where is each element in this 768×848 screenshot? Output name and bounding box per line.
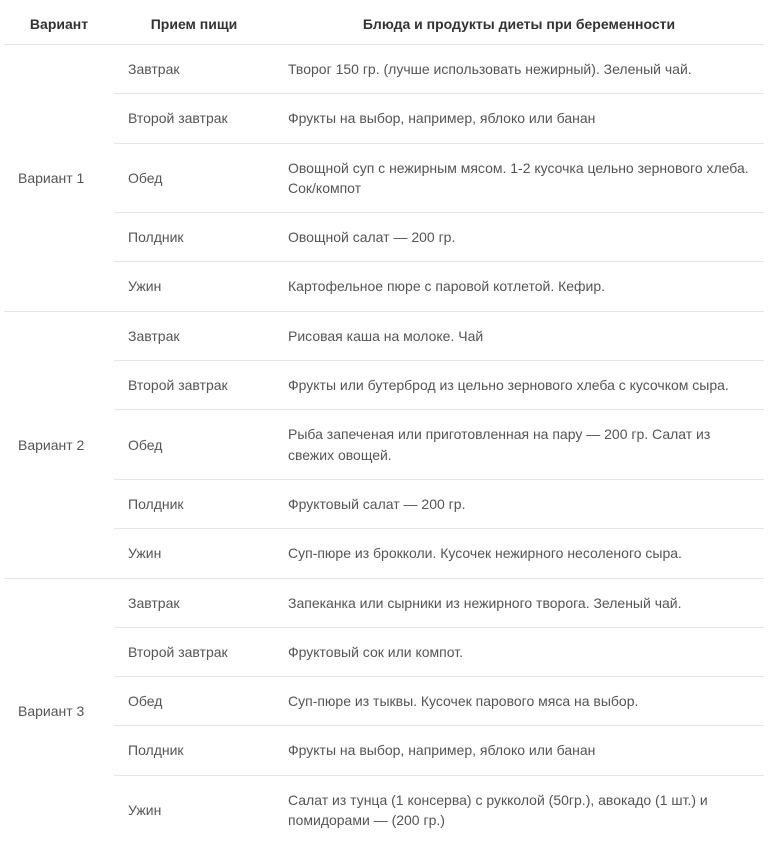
table-row: Вариант 2 Завтрак Рисовая каша на молоке… — [4, 311, 764, 360]
meal-cell: Обед — [114, 410, 274, 480]
food-cell: Запеканка или сырники из нежирного творо… — [274, 578, 764, 627]
meal-cell: Второй завтрак — [114, 361, 274, 410]
table-row: Вариант 3 Завтрак Запеканка или сырники … — [4, 578, 764, 627]
diet-table: Вариант Прием пищи Блюда и продукты диет… — [4, 4, 764, 844]
table-body: Вариант 1 Завтрак Творог 150 гр. (лучше … — [4, 45, 764, 845]
food-cell: Фрукты на выбор, например, яблоко или ба… — [274, 726, 764, 775]
food-cell: Овощной салат — 200 гр. — [274, 213, 764, 262]
table-row: Обед Суп-пюре из тыквы. Кусочек парового… — [4, 677, 764, 726]
food-cell: Суп-пюре из брокколи. Кусочек нежирного … — [274, 529, 764, 578]
header-meal: Прием пищи — [114, 4, 274, 45]
meal-cell: Ужин — [114, 262, 274, 311]
table-row: Второй завтрак Фруктовый сок или компот. — [4, 627, 764, 676]
table-header-row: Вариант Прием пищи Блюда и продукты диет… — [4, 4, 764, 45]
food-cell: Рыба запеченая или приготовленная на пар… — [274, 410, 764, 480]
food-cell: Рисовая каша на молоке. Чай — [274, 311, 764, 360]
meal-cell: Ужин — [114, 529, 274, 578]
table-row: Вариант 1 Завтрак Творог 150 гр. (лучше … — [4, 45, 764, 94]
food-cell: Овощной суп с нежирным мясом. 1-2 кусочк… — [274, 143, 764, 213]
table-row: Ужин Салат из тунца (1 консерва) с рукко… — [4, 775, 764, 844]
header-variant: Вариант — [4, 4, 114, 45]
food-cell: Суп-пюре из тыквы. Кусочек парового мяса… — [274, 677, 764, 726]
variant-cell: Вариант 3 — [4, 578, 114, 844]
meal-cell: Обед — [114, 143, 274, 213]
food-cell: Фрукты или бутерброд из цельно зернового… — [274, 361, 764, 410]
food-cell: Салат из тунца (1 консерва) с рукколой (… — [274, 775, 764, 844]
table-row: Второй завтрак Фрукты или бутерброд из ц… — [4, 361, 764, 410]
table-row: Полдник Фруктовый салат — 200 гр. — [4, 479, 764, 528]
food-cell: Фрукты на выбор, например, яблоко или ба… — [274, 94, 764, 143]
food-cell: Творог 150 гр. (лучше использовать нежир… — [274, 45, 764, 94]
meal-cell: Завтрак — [114, 578, 274, 627]
table-row: Ужин Суп-пюре из брокколи. Кусочек нежир… — [4, 529, 764, 578]
table-row: Второй завтрак Фрукты на выбор, например… — [4, 94, 764, 143]
food-cell: Картофельное пюре с паровой котлетой. Ке… — [274, 262, 764, 311]
meal-cell: Полдник — [114, 726, 274, 775]
table-row: Обед Рыба запеченая или приготовленная н… — [4, 410, 764, 480]
meal-cell: Обед — [114, 677, 274, 726]
table-row: Ужин Картофельное пюре с паровой котлето… — [4, 262, 764, 311]
meal-cell: Завтрак — [114, 311, 274, 360]
variant-cell: Вариант 2 — [4, 311, 114, 578]
header-food: Блюда и продукты диеты при беременности — [274, 4, 764, 45]
food-cell: Фруктовый сок или компот. — [274, 627, 764, 676]
meal-cell: Завтрак — [114, 45, 274, 94]
table-row: Полдник Фрукты на выбор, например, яблок… — [4, 726, 764, 775]
food-cell: Фруктовый салат — 200 гр. — [274, 479, 764, 528]
meal-cell: Второй завтрак — [114, 627, 274, 676]
table-row: Обед Овощной суп с нежирным мясом. 1-2 к… — [4, 143, 764, 213]
meal-cell: Полдник — [114, 213, 274, 262]
meal-cell: Полдник — [114, 479, 274, 528]
variant-cell: Вариант 1 — [4, 45, 114, 312]
meal-cell: Ужин — [114, 775, 274, 844]
table-row: Полдник Овощной салат — 200 гр. — [4, 213, 764, 262]
meal-cell: Второй завтрак — [114, 94, 274, 143]
